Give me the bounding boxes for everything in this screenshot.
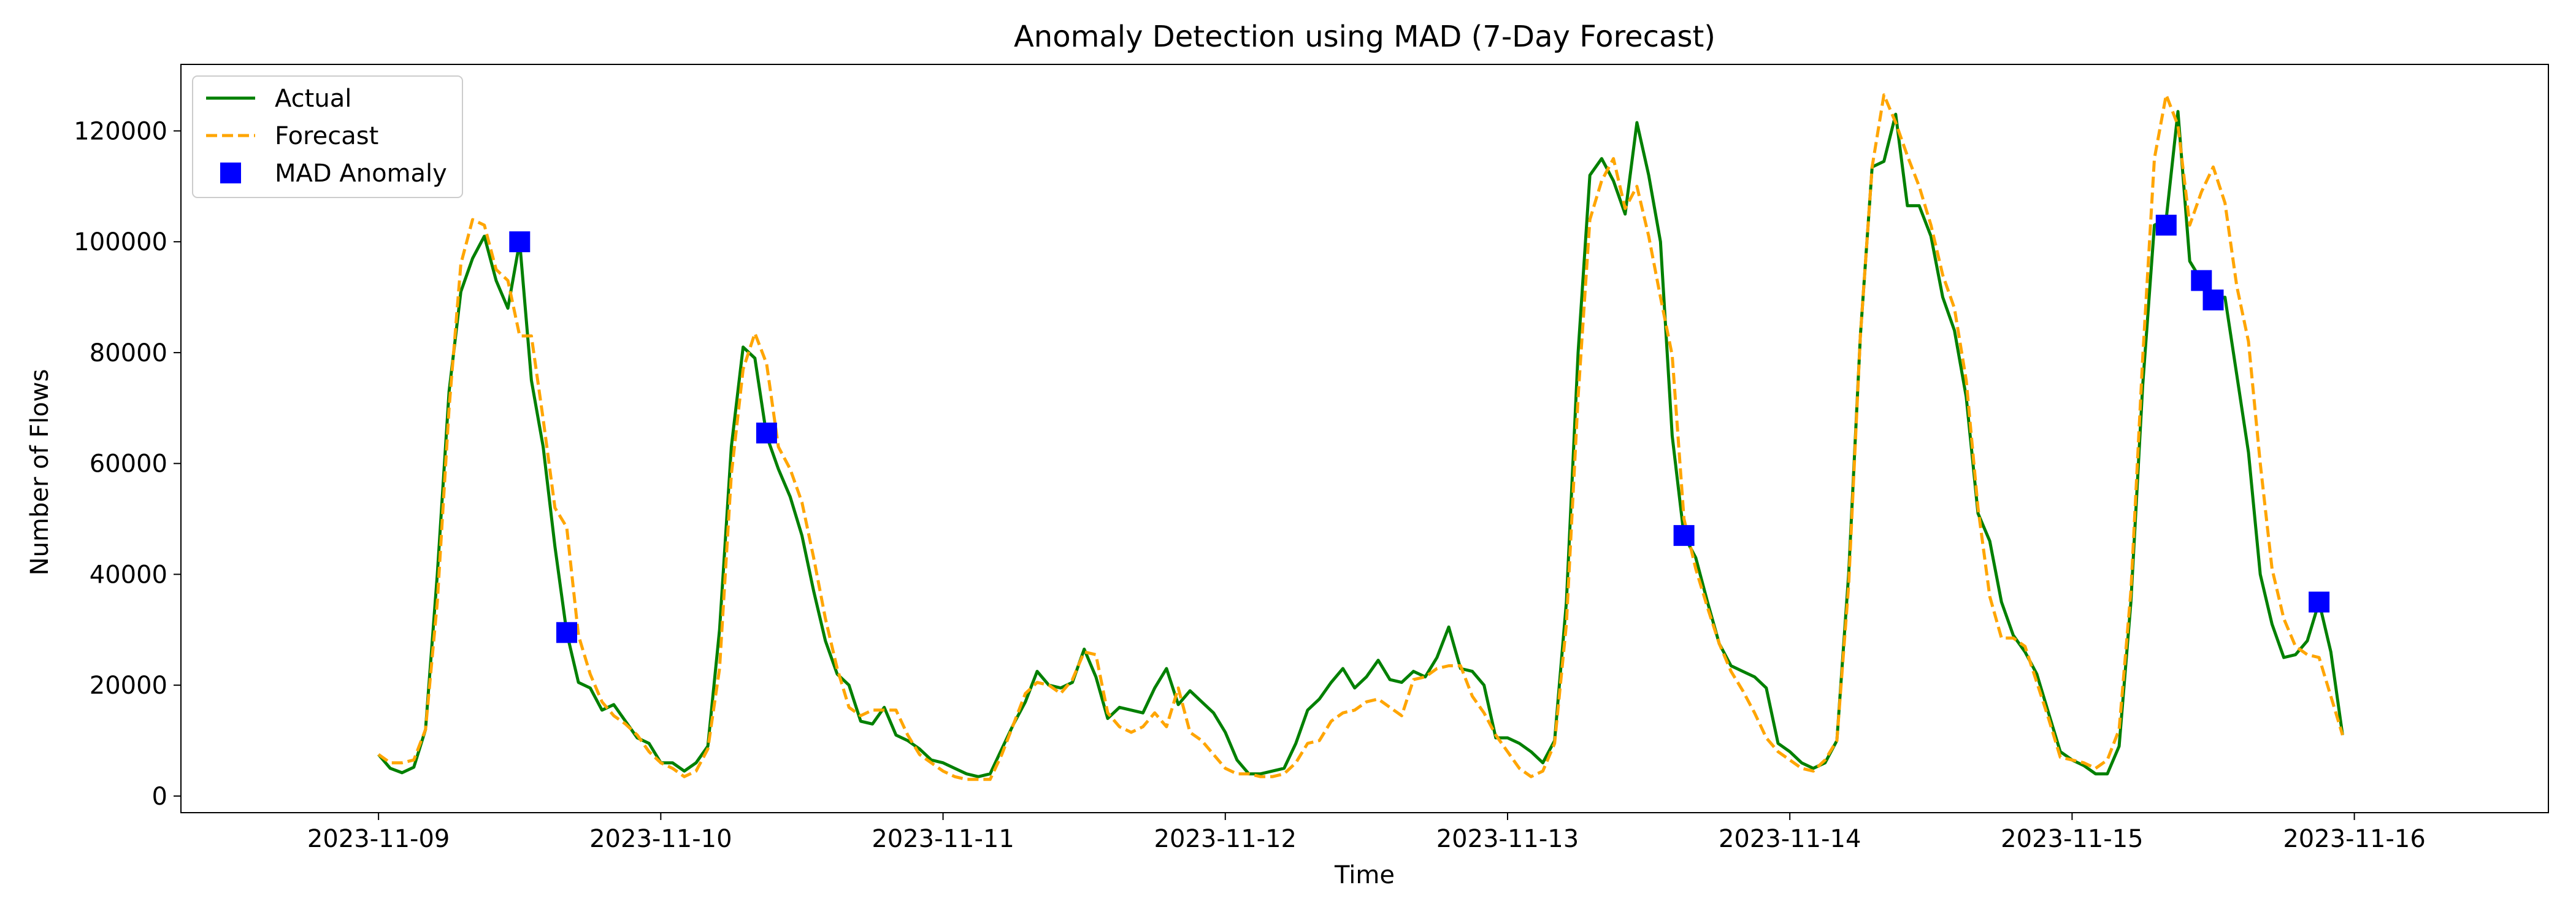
anomaly-point (1673, 525, 1695, 546)
data-layer (377, 93, 2344, 781)
chart-title: Anomaly Detection using MAD (7-Day Forec… (1014, 20, 1715, 54)
anomaly-point (2155, 215, 2177, 236)
legend-label-forecast: Forecast (275, 122, 378, 150)
anomaly-point (2202, 289, 2224, 311)
x-tick-label: 2023-11-15 (2001, 825, 2143, 853)
x-tick-label: 2023-11-09 (307, 825, 450, 853)
anomaly-point (556, 622, 577, 643)
x-tick-label: 2023-11-11 (872, 825, 1014, 853)
anomaly-point (2309, 591, 2330, 613)
x-tick-label: 2023-11-16 (2283, 825, 2425, 853)
x-axis-label: Time (1334, 861, 1395, 889)
y-tick-label: 60000 (90, 450, 167, 478)
anomaly-point (509, 231, 531, 253)
y-tick-label: 40000 (90, 561, 167, 589)
anomaly-point (756, 423, 777, 443)
x-tick-label: 2023-11-14 (1719, 825, 1861, 853)
x-tick-label: 2023-11-12 (1154, 825, 1297, 853)
x-tick-label: 2023-11-10 (589, 825, 732, 853)
y-tick-label: 0 (152, 783, 167, 811)
y-axis-label: Number of Flows (26, 369, 54, 576)
legend-box (192, 75, 463, 198)
anomaly-point (2191, 270, 2212, 291)
legend-swatch-mad-anomaly (220, 163, 241, 183)
series-line-forecast (377, 93, 2344, 781)
plot-frame (180, 64, 2549, 813)
y-tick-label: 20000 (90, 672, 167, 700)
y-tick-label: 120000 (74, 117, 167, 145)
x-tick-label: 2023-11-13 (1436, 825, 1579, 853)
legend-label-mad-anomaly: MAD Anomaly (275, 159, 447, 188)
y-tick-label: 100000 (74, 228, 167, 256)
legend: Actual Forecast MAD Anomaly (192, 75, 463, 198)
y-tick-label: 80000 (90, 339, 167, 367)
plot-area: 2023-11-09 2023-11-10 2023-11-11 2023-11-12… (74, 64, 2549, 853)
legend-label-actual: Actual (275, 85, 351, 113)
